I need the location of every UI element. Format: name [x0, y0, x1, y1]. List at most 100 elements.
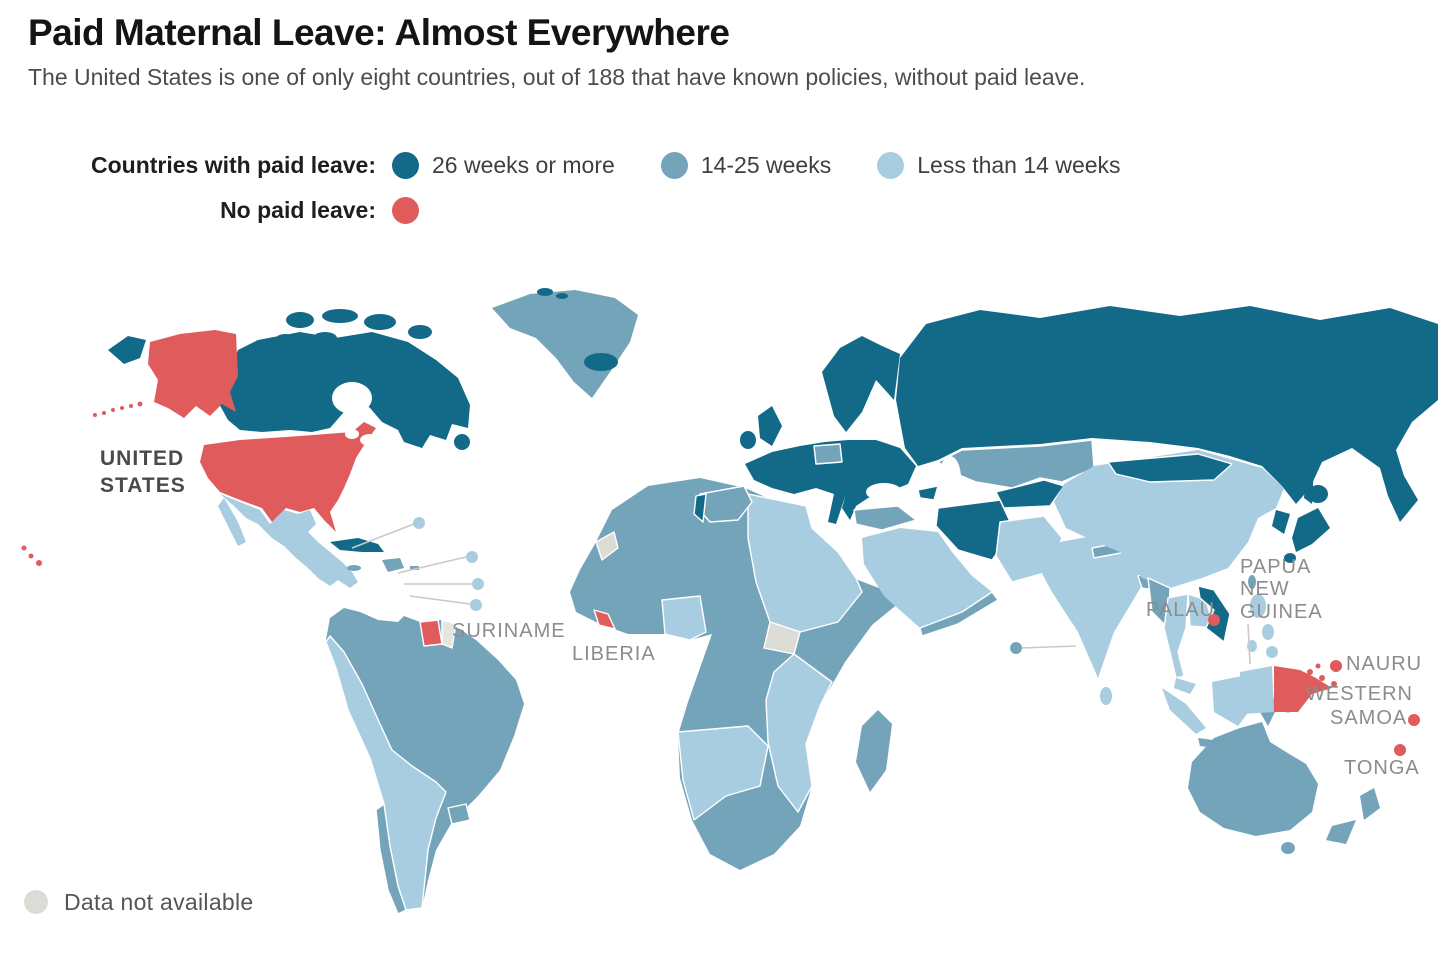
legend-dot-less-14-weeks-icon [877, 152, 905, 179]
french-guiana [441, 619, 457, 649]
page-subtitle: The United States is one of only eight c… [28, 64, 1086, 90]
russia-chukotka [108, 336, 146, 364]
region-asia [862, 306, 1438, 752]
country-taiwan [1248, 575, 1256, 589]
country-madagascar [856, 710, 892, 792]
country-thailand-malay [1163, 593, 1189, 679]
country-portugal [693, 493, 707, 523]
country-suriname [419, 619, 443, 647]
legend-dot-no-paid-icon [392, 197, 419, 224]
svalbard [537, 288, 568, 299]
country-poland [813, 443, 843, 465]
legend-row-no-paid: No paid leave: [30, 197, 1167, 224]
yemen-oman [919, 591, 999, 637]
legend-dot-26-weeks-icon [392, 152, 419, 179]
legend-dot-14-25-weeks-icon [660, 152, 688, 179]
label-png-line3: GUINEA [1240, 601, 1323, 623]
hudson-bay [332, 382, 372, 414]
label-png-line1: PAPUA [1240, 556, 1311, 578]
country-mongolia [1107, 453, 1233, 483]
legend-item-14-25-weeks: 14-25 weeks [660, 152, 831, 179]
country-australia [1188, 722, 1318, 836]
map-labels: UNITED STATES SURINAME LIBERIA PALAU PAP… [100, 447, 1422, 779]
korean-peninsula [1272, 510, 1290, 534]
country-russia [896, 306, 1438, 522]
legend: Countries with paid leave: 26 weeks or m… [30, 152, 1167, 242]
label-western-samoa-line1: WESTERN [1306, 683, 1413, 705]
black-sea [866, 483, 902, 501]
country-uruguay [447, 803, 471, 825]
region-north-america [21, 288, 638, 611]
country-western-samoa-dot [1408, 714, 1420, 726]
label-nauru: NAURU [1346, 653, 1422, 675]
legend-item-26-weeks: 26 weeks or more [392, 152, 615, 179]
country-chile [375, 803, 407, 915]
africa-east-light [765, 653, 833, 813]
africa-base [570, 478, 905, 870]
singapore-leader [1010, 642, 1077, 654]
aleutian-islands [93, 401, 143, 417]
western-sahara-no-data [595, 531, 619, 561]
page-title: Paid Maternal Leave: Almost Everywhere [28, 12, 730, 53]
tasmania [1281, 842, 1295, 854]
country-jamaica [347, 565, 361, 571]
country-china [1054, 450, 1284, 588]
country-japan [1284, 485, 1330, 563]
label-palau: PALAU [1146, 599, 1215, 621]
baja-california [218, 498, 246, 546]
country-puerto-rico [410, 566, 419, 570]
country-united-states [200, 422, 376, 532]
legend-heading-paid: Countries with paid leave: [91, 152, 376, 178]
country-liberia [593, 609, 616, 630]
country-indonesia [1162, 666, 1299, 752]
country-malaysia [1174, 678, 1196, 694]
legend-heading-no-paid: No paid leave: [220, 197, 376, 223]
canada-arctic-islands [275, 309, 470, 450]
legend-item-no-paid [392, 197, 432, 224]
country-uk [758, 406, 782, 446]
region-south-america [325, 608, 524, 915]
country-iceland [584, 353, 618, 371]
country-nauru-dot [1330, 660, 1342, 672]
legend-row-paid: Countries with paid leave: 26 weeks or m… [30, 152, 1167, 179]
caspian-sea [939, 456, 961, 500]
country-ireland [740, 431, 756, 449]
south-america-west-south-light [325, 635, 447, 911]
country-hispaniola [382, 558, 404, 572]
legend-item-less-14-weeks: Less than 14 weeks [877, 152, 1121, 179]
country-nigeria [661, 595, 707, 641]
country-new-zealand [1326, 788, 1380, 844]
world-map-svg: UNITED STATES SURINAME LIBERIA PALAU PAP… [21, 288, 1438, 915]
caucasus [917, 485, 939, 501]
country-greenland [492, 290, 638, 398]
country-palau-dot [1208, 614, 1220, 626]
no-data-key: Data not available [24, 889, 254, 915]
country-india [1038, 536, 1152, 678]
africa-northeast-light [747, 493, 863, 633]
legend-label-26-weeks: 26 weeks or more [432, 152, 615, 178]
legend-label-less-14-weeks: Less than 14 weeks [917, 152, 1121, 178]
great-lakes [345, 429, 398, 451]
label-western-samoa-line2: SAMOA [1330, 707, 1407, 729]
us-alaska [148, 330, 238, 418]
no-data-label: Data not available [64, 889, 254, 915]
region-europe [693, 336, 917, 531]
south-america-base [326, 608, 524, 910]
scandinavia [822, 336, 900, 432]
country-turkey [853, 505, 917, 531]
kazakhstan-central-asia [937, 439, 1095, 489]
country-tonga-dot [1394, 744, 1406, 756]
header: Paid Maternal Leave: Almost Everywhere T… [28, 12, 1408, 91]
png-leader-line [1247, 623, 1251, 665]
region-africa [570, 478, 905, 870]
country-mexico-central-america [220, 494, 358, 588]
europe-mainland [745, 440, 916, 524]
no-data-dot-icon [24, 890, 48, 914]
hawaii [21, 545, 42, 566]
label-liberia: LIBERIA [572, 643, 656, 665]
world-map: UNITED STATES SURINAME LIBERIA PALAU PAP… [0, 280, 1440, 948]
caribbean-leader-lines [351, 517, 484, 611]
country-cuba [330, 538, 384, 552]
region-oceania [1188, 614, 1420, 854]
label-united-states-line1: UNITED [100, 447, 184, 470]
